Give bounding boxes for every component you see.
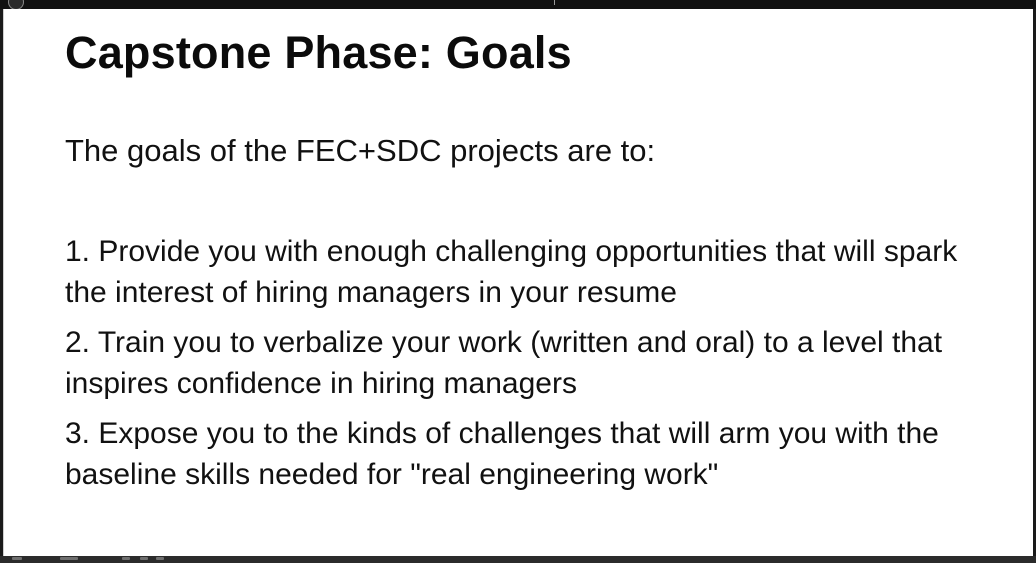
control-icon[interactable] (156, 557, 164, 560)
control-icon[interactable] (140, 557, 148, 560)
slide-title: Capstone Phase: Goals (65, 27, 572, 78)
presentation-slide: Capstone Phase: Goals The goals of the F… (3, 9, 1033, 556)
volume-icon[interactable] (60, 557, 78, 560)
goal-item-3: 3. Expose you to the kinds of challenges… (65, 417, 939, 491)
top-toolbar (0, 0, 1036, 10)
goals-list: 1. Provide you with enough challenging o… (65, 231, 985, 504)
goal-item-2: 2. Train you to verbalize your work (wri… (65, 326, 943, 400)
bottom-control-bar (0, 556, 1036, 563)
goal-item-1: 1. Provide you with enough challenging o… (65, 235, 958, 309)
settings-icon[interactable] (122, 557, 130, 560)
play-icon[interactable] (12, 557, 22, 560)
slide-intro-text: The goals of the FEC+SDC projects are to… (65, 133, 656, 168)
text-cursor (554, 0, 555, 5)
